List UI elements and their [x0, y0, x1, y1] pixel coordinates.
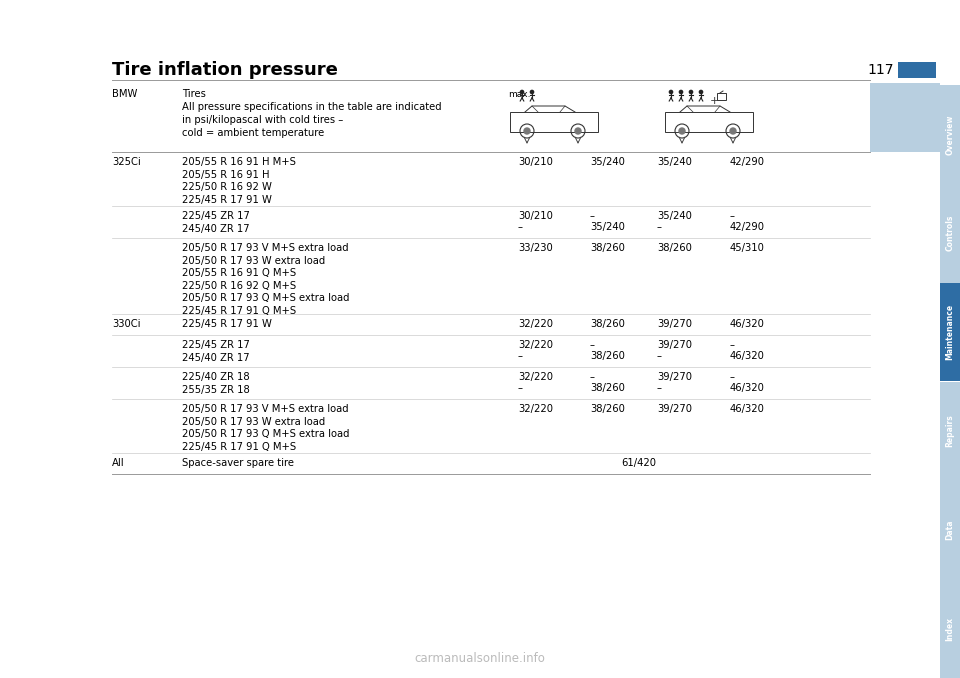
Text: 39/270: 39/270: [657, 340, 692, 350]
Text: –: –: [730, 340, 735, 350]
Text: 45/310: 45/310: [730, 243, 765, 253]
Text: Tire inflation pressure: Tire inflation pressure: [112, 61, 338, 79]
Text: 205/55 R 16 91 H M+S
205/55 R 16 91 H
225/50 R 16 92 W
225/45 R 17 91 W: 205/55 R 16 91 H M+S 205/55 R 16 91 H 22…: [182, 157, 296, 205]
Text: 32/220: 32/220: [518, 372, 553, 382]
Text: 225/45 ZR 17
245/40 ZR 17: 225/45 ZR 17 245/40 ZR 17: [182, 211, 250, 233]
Text: –: –: [657, 222, 662, 232]
Bar: [870, 83, 940, 152]
Circle shape: [524, 128, 530, 134]
Text: 205/50 R 17 93 V M+S extra load
205/50 R 17 93 W extra load
205/55 R 16 91 Q M+S: 205/50 R 17 93 V M+S extra load 205/50 R…: [182, 243, 349, 316]
Bar: [940, 382, 960, 480]
Bar: [510, 112, 598, 132]
Text: 46/320: 46/320: [730, 383, 765, 393]
Text: 35/240: 35/240: [657, 157, 692, 167]
Text: 39/270: 39/270: [657, 319, 692, 329]
Text: Data: Data: [946, 519, 954, 540]
Text: 38/260: 38/260: [590, 351, 625, 361]
Text: 38/260: 38/260: [590, 319, 625, 329]
Text: –: –: [730, 372, 735, 382]
Bar: [717, 93, 726, 100]
Text: 117: 117: [868, 63, 894, 77]
Text: 35/240: 35/240: [590, 157, 625, 167]
Text: carmanualsonline.info: carmanualsonline.info: [415, 652, 545, 664]
Text: Tires
All pressure specifications in the table are indicated
in psi/kilopascal w: Tires All pressure specifications in the…: [182, 89, 442, 138]
Text: max.: max.: [508, 90, 531, 99]
Bar: [940, 579, 960, 678]
Text: 38/260: 38/260: [590, 404, 625, 414]
Circle shape: [689, 90, 692, 94]
Text: 33/230: 33/230: [518, 243, 553, 253]
Text: 225/45 ZR 17
245/40 ZR 17: 225/45 ZR 17 245/40 ZR 17: [182, 340, 250, 363]
Text: 325Ci: 325Ci: [112, 157, 141, 167]
Circle shape: [575, 128, 581, 134]
Text: –: –: [730, 211, 735, 221]
Circle shape: [730, 128, 736, 134]
Text: –: –: [518, 351, 523, 361]
Text: 32/220: 32/220: [518, 340, 553, 350]
Text: 39/270: 39/270: [657, 404, 692, 414]
Text: –: –: [590, 372, 595, 382]
Text: Overview: Overview: [946, 114, 954, 155]
Text: 330Ci: 330Ci: [112, 319, 140, 329]
Text: 30/210: 30/210: [518, 157, 553, 167]
Text: –: –: [590, 340, 595, 350]
Text: –: –: [657, 351, 662, 361]
Text: Maintenance: Maintenance: [946, 304, 954, 360]
Text: Space-saver spare tire: Space-saver spare tire: [182, 458, 294, 468]
Text: 61/420: 61/420: [621, 458, 657, 468]
Bar: [940, 85, 960, 184]
Text: 32/220: 32/220: [518, 319, 553, 329]
Text: –: –: [518, 383, 523, 393]
Text: 38/260: 38/260: [590, 243, 625, 253]
Text: 35/240: 35/240: [590, 222, 625, 232]
Circle shape: [520, 90, 523, 94]
Text: Controls: Controls: [946, 215, 954, 252]
Text: 39/270: 39/270: [657, 372, 692, 382]
Text: 225/45 R 17 91 W: 225/45 R 17 91 W: [182, 319, 272, 329]
Text: 46/320: 46/320: [730, 319, 765, 329]
Text: 32/220: 32/220: [518, 404, 553, 414]
Text: BMW: BMW: [112, 89, 137, 99]
Circle shape: [530, 90, 534, 94]
Text: Repairs: Repairs: [946, 414, 954, 447]
Text: 225/40 ZR 18
255/35 ZR 18: 225/40 ZR 18 255/35 ZR 18: [182, 372, 250, 395]
Text: –: –: [657, 383, 662, 393]
Bar: [940, 283, 960, 382]
Text: 46/320: 46/320: [730, 351, 765, 361]
Text: Index: Index: [946, 616, 954, 641]
Circle shape: [669, 90, 673, 94]
Text: –: –: [590, 211, 595, 221]
Circle shape: [680, 90, 683, 94]
Circle shape: [700, 90, 703, 94]
Bar: [940, 184, 960, 283]
Text: 42/290: 42/290: [730, 157, 765, 167]
Bar: [898, 62, 936, 78]
Text: 35/240: 35/240: [657, 211, 692, 221]
Text: All: All: [112, 458, 125, 468]
Bar: [940, 480, 960, 579]
Text: 42/290: 42/290: [730, 222, 765, 232]
Text: 205/50 R 17 93 V M+S extra load
205/50 R 17 93 W extra load
205/50 R 17 93 Q M+S: 205/50 R 17 93 V M+S extra load 205/50 R…: [182, 404, 349, 452]
Text: 30/210: 30/210: [518, 211, 553, 221]
Text: 46/320: 46/320: [730, 404, 765, 414]
Bar: [665, 112, 753, 132]
Text: +: +: [710, 96, 719, 106]
Text: –: –: [518, 222, 523, 232]
Text: 38/260: 38/260: [590, 383, 625, 393]
Text: 38/260: 38/260: [657, 243, 692, 253]
Circle shape: [679, 128, 685, 134]
